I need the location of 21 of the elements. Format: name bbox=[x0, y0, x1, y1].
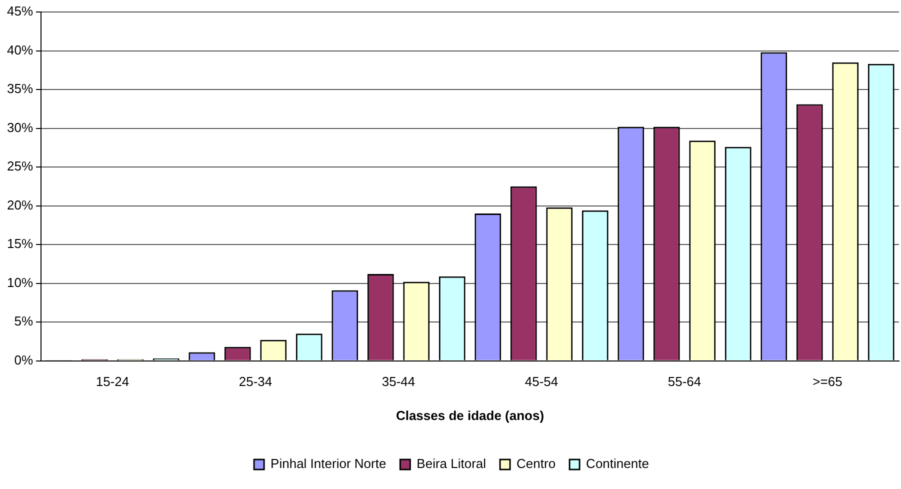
y-tick-label: 30% bbox=[6, 120, 34, 135]
legend-label: Beira Litoral bbox=[416, 456, 486, 472]
x-tick-label: >=65 bbox=[812, 374, 842, 390]
legend-label: Centro bbox=[516, 456, 556, 472]
x-tick-label: 55-64 bbox=[668, 374, 702, 390]
y-tick-label: 5% bbox=[14, 314, 34, 329]
y-tick-label: 20% bbox=[6, 197, 34, 212]
y-tick-label: 45% bbox=[6, 4, 34, 19]
y-tick-label: 0% bbox=[14, 352, 34, 368]
y-tick-label: 25% bbox=[6, 158, 34, 174]
legend-label: Continente bbox=[586, 456, 649, 472]
x-axis-title: Classes de idade (anos) bbox=[396, 408, 544, 423]
x-tick-label: 25-34 bbox=[238, 374, 272, 390]
y-tick-label: 40% bbox=[6, 42, 34, 58]
x-tick-label: 15-24 bbox=[96, 374, 130, 390]
y-tick-label: 35% bbox=[6, 81, 34, 96]
x-tick-label: 35-44 bbox=[382, 374, 416, 390]
x-tick-label: 45-54 bbox=[524, 374, 558, 390]
legend-label: Pinhal Interior Norte bbox=[270, 456, 386, 472]
y-tick-label: 15% bbox=[6, 236, 34, 252]
y-tick-label: 10% bbox=[6, 274, 34, 290]
